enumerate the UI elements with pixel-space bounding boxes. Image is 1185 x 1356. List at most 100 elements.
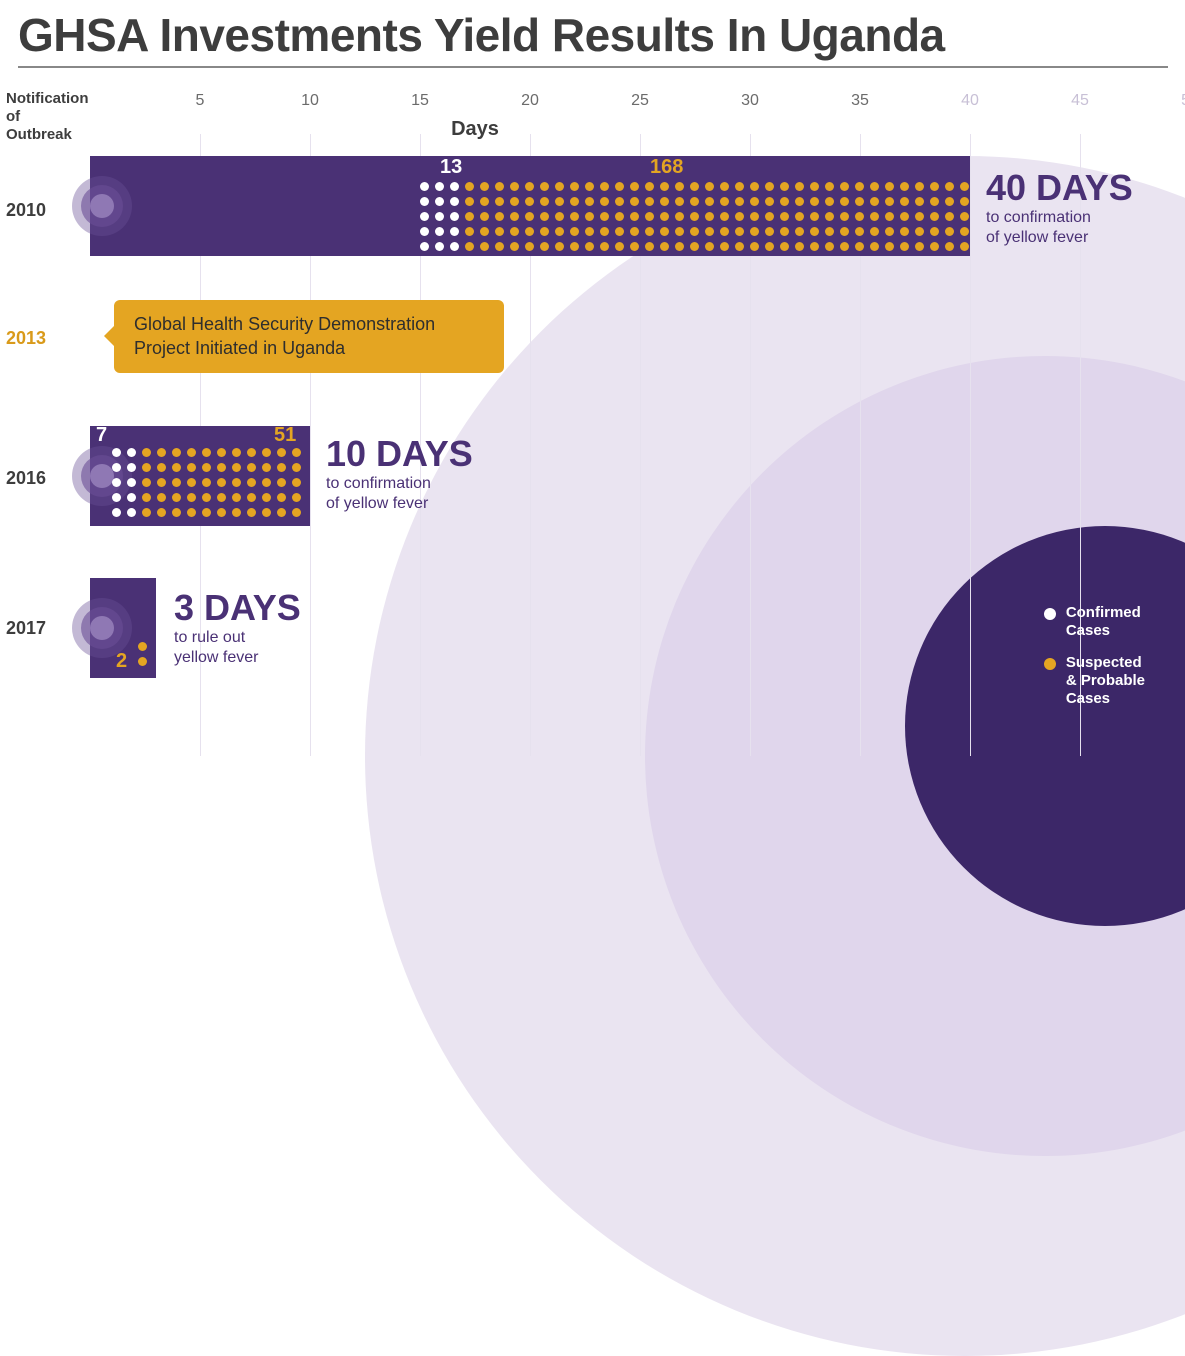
- dot-suspected: [705, 197, 714, 206]
- dot-suspected: [855, 212, 864, 221]
- dot-suspected: [232, 463, 241, 472]
- dot-suspected: [555, 197, 564, 206]
- dot-suspected: [825, 212, 834, 221]
- dot-suspected: [585, 212, 594, 221]
- result-block: 10 DAYSto confirmationof yellow fever: [326, 436, 473, 514]
- result-block: 3 DAYSto rule outyellow fever: [174, 590, 301, 668]
- outbreak-ring-icon: [72, 176, 132, 236]
- dot-suspected: [675, 212, 684, 221]
- dot-confirmed: [450, 242, 459, 251]
- dot-suspected: [525, 212, 534, 221]
- year-label: 2010: [6, 200, 46, 221]
- dot-suspected: [570, 227, 579, 236]
- dot-suspected: [945, 182, 954, 191]
- dot-suspected: [495, 242, 504, 251]
- dot-suspected: [142, 493, 151, 502]
- year-label: 2017: [6, 618, 46, 639]
- dot-suspected: [660, 227, 669, 236]
- dot-confirmed: [127, 493, 136, 502]
- tick-label: 10: [301, 92, 319, 110]
- legend-label: ConfirmedCases: [1066, 604, 1141, 640]
- dot-suspected: [247, 448, 256, 457]
- dot-grid: [112, 448, 301, 517]
- dot-suspected: [247, 463, 256, 472]
- dot-suspected: [202, 478, 211, 487]
- dot-suspected: [615, 182, 624, 191]
- dot-suspected: [885, 242, 894, 251]
- dot-suspected: [202, 448, 211, 457]
- tick-label: 50: [1181, 92, 1185, 110]
- result-block: 40 DAYSto confirmationof yellow fever: [986, 170, 1133, 248]
- dot-suspected: [660, 242, 669, 251]
- tick-label: 45: [1071, 92, 1089, 110]
- dot-suspected: [840, 182, 849, 191]
- dot-suspected: [540, 227, 549, 236]
- dot-suspected: [705, 227, 714, 236]
- dot-suspected: [705, 182, 714, 191]
- dot-suspected: [900, 182, 909, 191]
- dot-suspected: [480, 197, 489, 206]
- dot-confirmed: [450, 227, 459, 236]
- dot-suspected: [945, 242, 954, 251]
- dot-confirmed: [420, 182, 429, 191]
- dot-suspected: [795, 197, 804, 206]
- tick-label: 35: [851, 92, 869, 110]
- dot-suspected: [840, 197, 849, 206]
- dot-suspected: [855, 182, 864, 191]
- dot-suspected: [780, 182, 789, 191]
- dot-suspected: [555, 212, 564, 221]
- dot-suspected: [750, 227, 759, 236]
- dot-confirmed: [112, 508, 121, 517]
- dot-suspected: [735, 212, 744, 221]
- year-label: 2013: [6, 328, 46, 349]
- dot-suspected: [555, 242, 564, 251]
- dot-suspected: [600, 182, 609, 191]
- dot-suspected: [262, 448, 271, 457]
- dot-suspected: [765, 242, 774, 251]
- dot-grid: [420, 182, 969, 251]
- dot-suspected: [217, 463, 226, 472]
- dot-suspected: [495, 197, 504, 206]
- dot-confirmed: [420, 212, 429, 221]
- dot-suspected: [465, 212, 474, 221]
- dot-suspected: [795, 227, 804, 236]
- dot-confirmed: [127, 508, 136, 517]
- dot-suspected: [810, 182, 819, 191]
- dot-suspected: [138, 657, 147, 666]
- result-sub: to confirmationof yellow fever: [326, 474, 473, 514]
- dot-suspected: [855, 242, 864, 251]
- axis-unit-label: Days: [451, 118, 499, 141]
- dot-suspected: [172, 493, 181, 502]
- dot-suspected: [510, 197, 519, 206]
- dot-suspected: [915, 242, 924, 251]
- dot-suspected: [465, 182, 474, 191]
- dot-suspected: [262, 493, 271, 502]
- dot-suspected: [795, 242, 804, 251]
- dot-suspected: [915, 197, 924, 206]
- dot-suspected: [705, 242, 714, 251]
- dot-suspected: [292, 508, 301, 517]
- dot-suspected: [172, 463, 181, 472]
- dot-confirmed: [127, 478, 136, 487]
- dot-suspected: [720, 182, 729, 191]
- tick-label: 40: [961, 92, 979, 110]
- dot-suspected: [750, 212, 759, 221]
- dot-suspected: [187, 508, 196, 517]
- dot-suspected: [510, 242, 519, 251]
- count-suspected: 51: [274, 424, 296, 447]
- gridline: [970, 134, 971, 756]
- dot-suspected: [615, 197, 624, 206]
- dot-suspected: [277, 508, 286, 517]
- dot-suspected: [570, 242, 579, 251]
- dot-suspected: [232, 493, 241, 502]
- dot-suspected: [630, 242, 639, 251]
- dot-suspected: [600, 227, 609, 236]
- dot-suspected: [247, 493, 256, 502]
- dot-suspected: [277, 463, 286, 472]
- dot-suspected: [960, 242, 969, 251]
- dot-suspected: [960, 212, 969, 221]
- dot-suspected: [247, 508, 256, 517]
- dot-confirmed: [450, 197, 459, 206]
- dot-suspected: [825, 242, 834, 251]
- dot-suspected: [480, 212, 489, 221]
